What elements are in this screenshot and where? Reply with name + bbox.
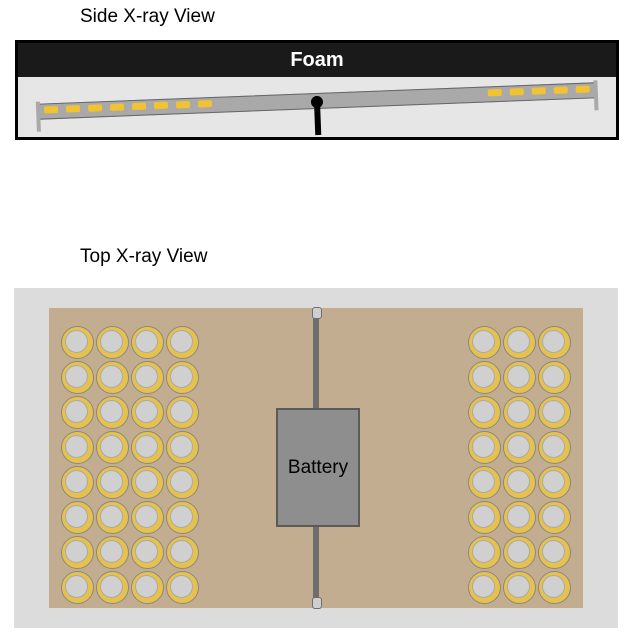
side-cell-tick — [576, 86, 590, 94]
battery-block: Battery — [276, 408, 360, 527]
cell — [61, 431, 94, 464]
cell — [166, 431, 199, 464]
cell — [468, 571, 501, 604]
side-cell-tick — [554, 86, 568, 94]
side-cell-tick — [510, 88, 524, 96]
tilted-assembly — [38, 82, 596, 121]
top-view-title: Top X-ray View — [80, 246, 207, 268]
cell — [166, 396, 199, 429]
side-cell-tick — [66, 105, 80, 113]
cell — [131, 396, 164, 429]
cell — [503, 396, 536, 429]
side-cell-tick — [198, 100, 212, 108]
cell-grid-left — [61, 326, 199, 604]
cell — [61, 466, 94, 499]
cell — [131, 361, 164, 394]
cell — [503, 431, 536, 464]
cell — [61, 501, 94, 534]
cell — [96, 326, 129, 359]
pivot-post — [314, 101, 321, 135]
cell — [468, 326, 501, 359]
side-view-title: Side X-ray View — [80, 6, 215, 28]
cell — [61, 396, 94, 429]
cell — [131, 326, 164, 359]
side-cell-tick — [154, 102, 168, 110]
hinge-top — [312, 307, 322, 319]
cell — [538, 361, 571, 394]
cell — [468, 466, 501, 499]
foam-label: Foam — [290, 49, 343, 71]
side-cell-tick — [88, 104, 102, 112]
right-post — [593, 80, 598, 110]
cell — [61, 361, 94, 394]
cell — [166, 536, 199, 569]
cell — [503, 326, 536, 359]
cell — [131, 466, 164, 499]
cell — [503, 501, 536, 534]
cell — [538, 466, 571, 499]
cell — [468, 431, 501, 464]
cell — [468, 536, 501, 569]
cell — [96, 536, 129, 569]
cell — [538, 571, 571, 604]
cell — [503, 466, 536, 499]
cell — [61, 571, 94, 604]
cell — [96, 396, 129, 429]
cell — [131, 536, 164, 569]
cell — [468, 396, 501, 429]
cell — [538, 501, 571, 534]
top-view-inner: Battery — [49, 308, 583, 608]
cell — [503, 536, 536, 569]
cell — [503, 571, 536, 604]
cell — [538, 396, 571, 429]
hinge-bottom — [312, 597, 322, 609]
cell — [96, 571, 129, 604]
foam-bar: Foam — [18, 43, 616, 77]
cell — [538, 431, 571, 464]
cell — [96, 501, 129, 534]
side-cell-tick — [532, 87, 546, 95]
cell — [538, 536, 571, 569]
top-view-panel: Battery — [14, 288, 618, 628]
side-cell-tick — [176, 101, 190, 109]
side-cell-tick — [110, 103, 124, 111]
side-cell-tick — [44, 106, 58, 114]
cell — [61, 536, 94, 569]
cell — [503, 361, 536, 394]
side-cell-tick — [488, 89, 502, 97]
cell — [131, 431, 164, 464]
side-cell-tick — [132, 103, 146, 111]
cell — [468, 361, 501, 394]
cell — [166, 361, 199, 394]
cell-grid-right — [468, 326, 571, 604]
cell — [166, 571, 199, 604]
cell — [96, 466, 129, 499]
cell — [61, 326, 94, 359]
cell — [468, 501, 501, 534]
side-view-panel: Foam — [15, 40, 619, 140]
cell — [166, 501, 199, 534]
cell — [96, 361, 129, 394]
cell — [131, 501, 164, 534]
cell — [96, 431, 129, 464]
cell — [538, 326, 571, 359]
cell — [166, 326, 199, 359]
cell — [166, 466, 199, 499]
battery-label: Battery — [288, 457, 348, 479]
cell — [131, 571, 164, 604]
